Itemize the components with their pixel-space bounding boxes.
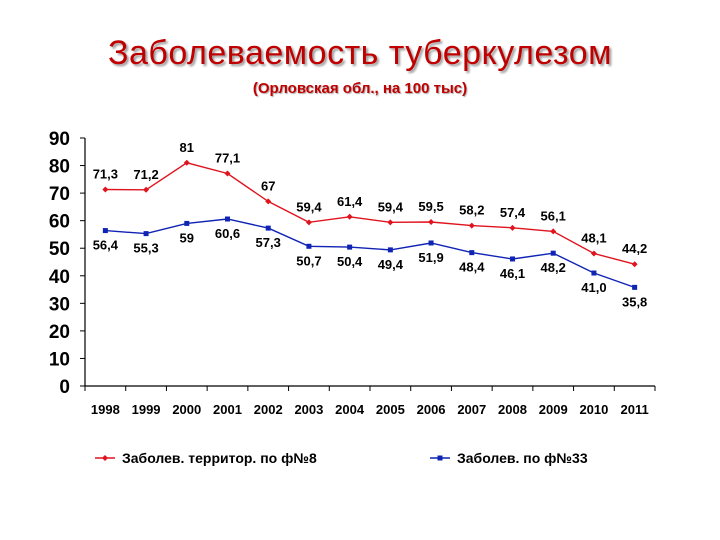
x-tick-label: 1999 (132, 402, 161, 417)
series-1: 71,3 71,2 81 77,1 67 59,4 61,4 59,4 59,5 58,2 57,4… (93, 140, 647, 268)
x-tick-label: 2002 (254, 402, 283, 417)
x-tick-label: 2001 (213, 402, 242, 417)
data-label: 57,4 (500, 205, 526, 220)
data-point (306, 243, 312, 249)
y-tick-label: 40 (49, 267, 70, 288)
data-point (469, 250, 475, 256)
data-label: 50,7 (296, 253, 321, 268)
x-tick-label: 1998 (91, 402, 120, 417)
series-2: 56,4 55,3 59 60,6 57,3 50,7 50,4 49,4 51,9 48,4 46… (93, 216, 647, 309)
data-point (468, 222, 475, 229)
x-tick-label: 2011 (621, 402, 649, 417)
data-point (265, 225, 271, 231)
legend-item-2: Заболев. по ф№33 (430, 450, 588, 466)
y-tick-label: 70 (49, 184, 70, 205)
data-point (550, 250, 556, 256)
data-label: 48,2 (541, 260, 566, 275)
data-label: 67 (261, 178, 275, 193)
x-tick-label: 2000 (172, 402, 201, 417)
y-tick-label: 50 (49, 239, 70, 260)
data-point (550, 228, 557, 235)
data-point (305, 219, 312, 226)
x-tick-label: 2008 (498, 402, 527, 417)
data-label: 56,1 (541, 208, 566, 223)
y-tick-label: 10 (49, 349, 70, 370)
data-label: 50,4 (337, 254, 363, 269)
chart-legend: Заболев. территор. по ф№8 Заболев. по ф№3… (95, 450, 588, 466)
y-tick-label: 80 (49, 157, 70, 178)
legend-item-1: Заболев. территор. по ф№8 (95, 450, 317, 466)
x-tick-label: 2010 (579, 402, 608, 417)
series-line (105, 162, 635, 265)
data-point (183, 159, 190, 166)
data-label: 71,2 (133, 167, 158, 182)
data-label: 49,4 (378, 257, 404, 272)
x-tick-label: 2007 (457, 402, 486, 417)
legend-label: Заболев. по ф№33 (457, 450, 588, 466)
chart-title: Заболеваемость туберкулезом (107, 34, 613, 72)
data-label: 48,1 (581, 230, 606, 245)
data-point (428, 219, 435, 226)
series-line (105, 218, 635, 289)
data-point (102, 228, 108, 234)
data-label: 44,2 (622, 241, 647, 256)
data-label: 60,6 (215, 226, 240, 241)
chart-axes (80, 137, 656, 391)
data-label: 59,4 (296, 199, 322, 214)
data-label: 59,5 (418, 199, 443, 214)
data-point (509, 224, 516, 231)
data-point (428, 240, 434, 246)
data-point (143, 231, 149, 237)
data-label: 41,0 (581, 280, 606, 295)
data-point (510, 256, 515, 262)
legend-marker (437, 455, 443, 461)
x-tick-label: 2004 (335, 402, 365, 417)
y-tick-label: 20 (49, 322, 70, 343)
x-tick-label: 2003 (294, 402, 323, 417)
data-point (632, 284, 638, 290)
data-label: 57,3 (256, 235, 281, 250)
data-point (631, 261, 638, 268)
x-tick-label: 2009 (539, 402, 568, 417)
data-point (184, 220, 190, 226)
data-point (590, 250, 597, 257)
data-label: 56,4 (93, 238, 119, 253)
data-point (102, 186, 109, 193)
data-label: 61,4 (337, 194, 363, 209)
data-label: 58,2 (459, 203, 484, 218)
chart-subtitle: (Орловская обл., на 100 тыс) (252, 80, 468, 97)
data-label: 51,9 (418, 250, 443, 265)
data-label: 59,4 (378, 199, 404, 214)
x-tick-label: 2006 (417, 402, 446, 417)
data-point (224, 170, 231, 177)
x-tick-label: 2005 (376, 402, 405, 417)
data-label: 71,3 (93, 167, 118, 182)
data-point (346, 213, 353, 220)
y-tick-label: 30 (49, 294, 70, 315)
data-point (143, 186, 150, 193)
data-point (225, 216, 230, 222)
legend-label: Заболев. территор. по ф№8 (122, 450, 317, 466)
x-tick-labels: 1998 1999 2000 2001 2002 2003 2004 2005 2006 2007… (91, 402, 649, 417)
y-tick-label: 90 (49, 129, 70, 150)
series-layer: 71,3 71,2 81 77,1 67 59,4 61,4 59,4 59,5 58,2 57,4… (93, 140, 648, 310)
data-point (387, 219, 394, 226)
y-tick-label: 60 (49, 212, 70, 233)
data-point (387, 247, 393, 253)
y-tick-label: 0 (59, 377, 70, 398)
data-point (265, 198, 272, 205)
legend-marker (102, 455, 108, 461)
data-point (591, 270, 597, 276)
data-point (347, 244, 353, 250)
data-label: 81 (180, 140, 194, 155)
data-label: 48,4 (459, 260, 485, 275)
y-tick-labels: 0 10 20 30 40 50 60 70 80 90 (49, 129, 70, 398)
data-label: 46,1 (500, 266, 525, 281)
data-label: 59 (180, 230, 194, 245)
data-label: 77,1 (215, 151, 240, 166)
data-label: 35,8 (622, 294, 647, 309)
data-label: 55,3 (133, 241, 158, 256)
